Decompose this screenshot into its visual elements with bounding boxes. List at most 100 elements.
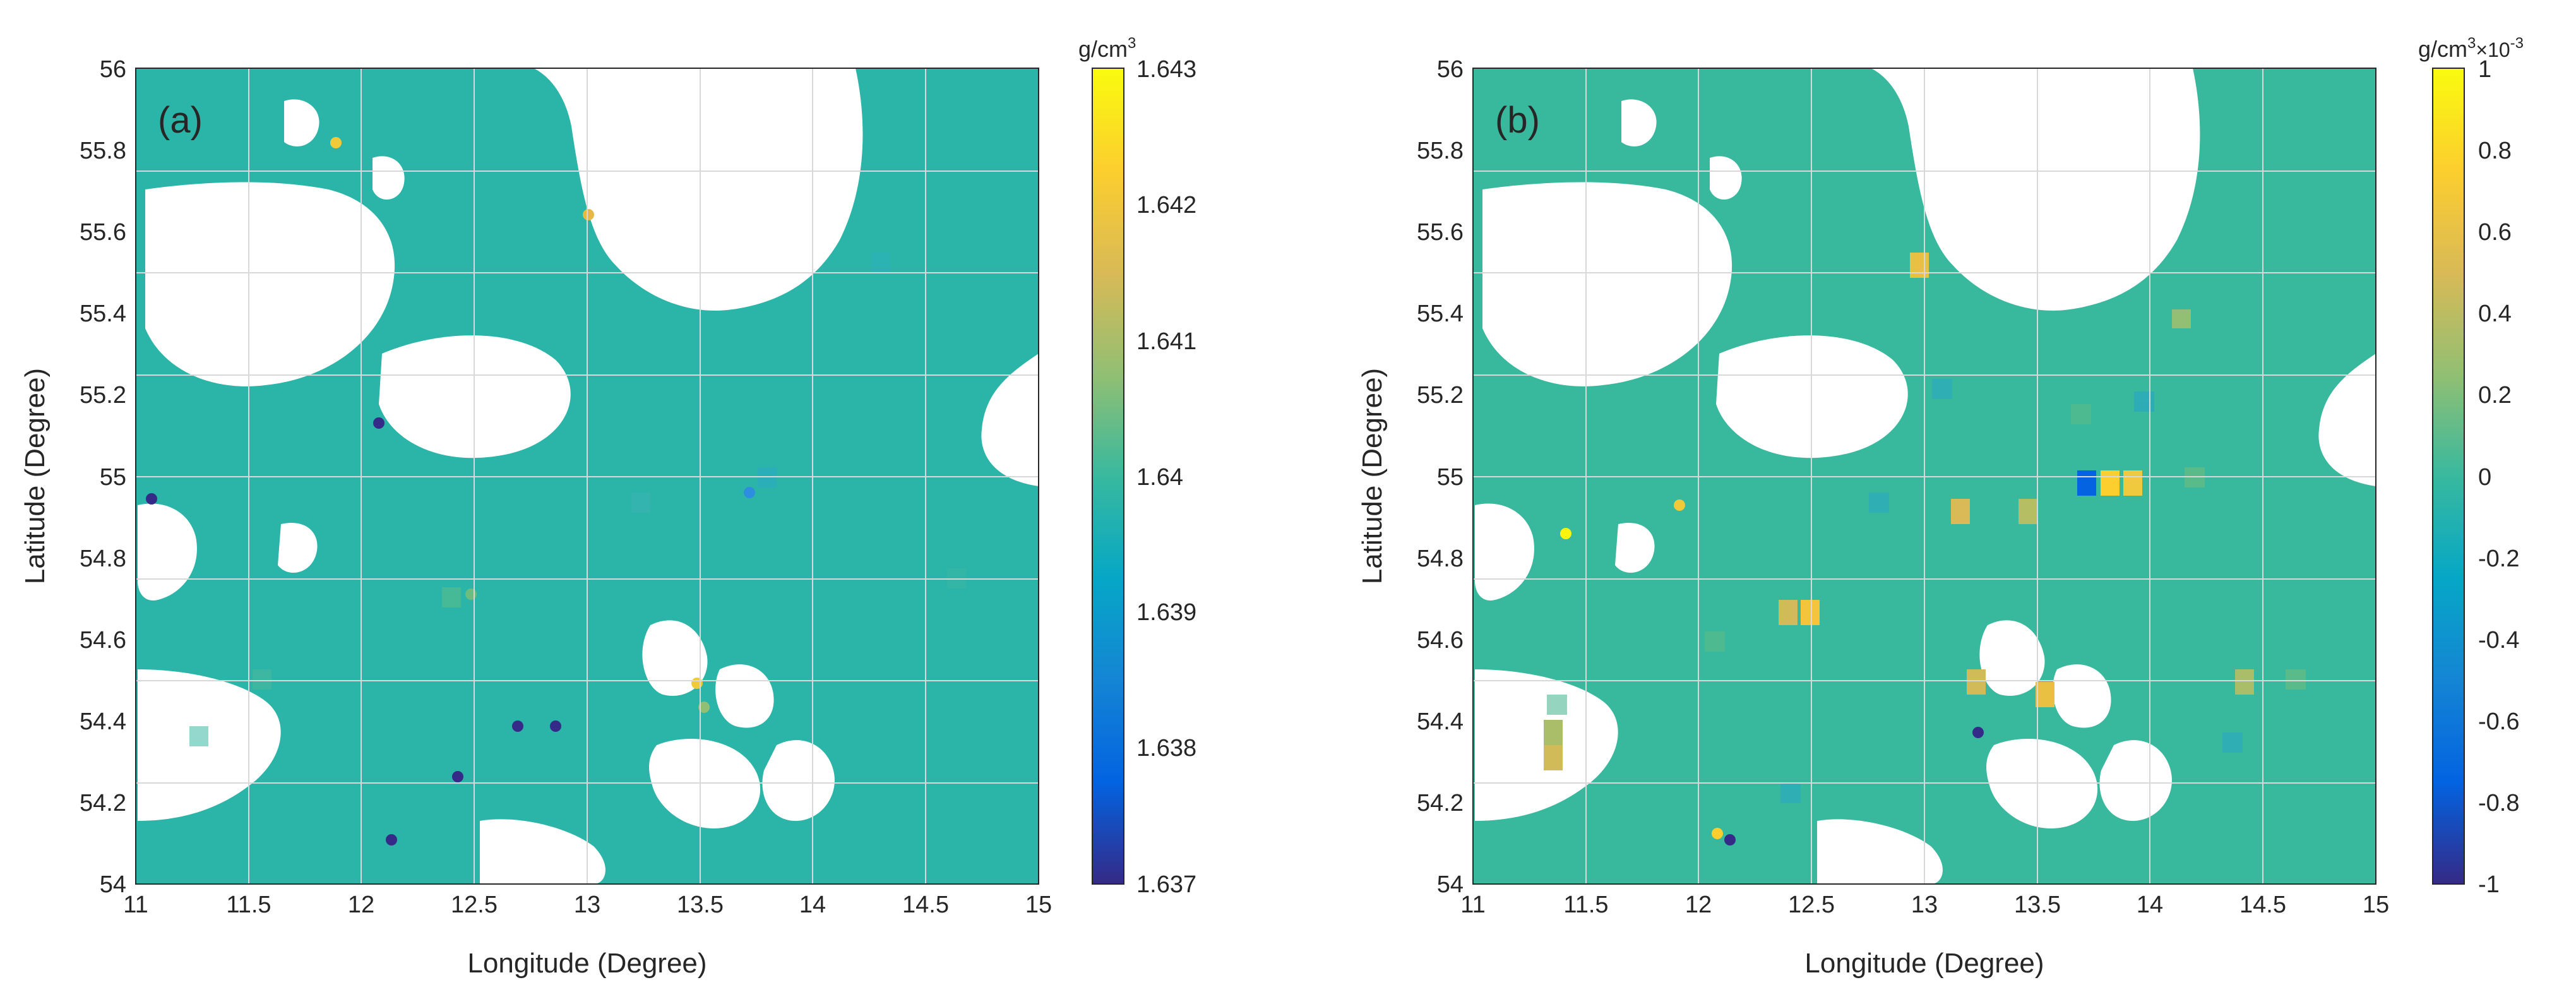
y-tick-label: 54.2 [1417, 790, 1464, 816]
cell-b-9 [1544, 720, 1563, 745]
x-tick-label: 11 [1460, 892, 1485, 918]
x-tick-label: 13 [574, 892, 600, 918]
x-tick-label: 12.5 [1788, 892, 1835, 918]
colorbar-tick-label: 0.8 [2478, 138, 2512, 164]
point-a-8 [373, 417, 385, 429]
point-a-11 [698, 702, 710, 713]
panel-b-colorbar-ticks: -1 -0.8 -0.6 -0.4 -0.2 0 0.2 0.4 0.6 0.8… [2478, 56, 2519, 898]
y-tick-label: 55.8 [1417, 138, 1464, 164]
cell-b-8 [1544, 745, 1563, 770]
colorbar-tick-label: 1.638 [1136, 735, 1196, 762]
panel-b-y-ticks: 54 54.2 54.4 54.6 54.8 55 55.2 55.4 55.6… [1417, 56, 1464, 898]
cell-b-11 [1967, 669, 1986, 695]
x-tick-label: 13 [1911, 892, 1938, 918]
cell-b-12 [1910, 253, 1929, 278]
point-b-18 [1560, 528, 1571, 539]
cell-b-7 [1779, 600, 1798, 625]
cell-b-15 [2172, 309, 2191, 328]
panel-b-label: (b) [1495, 100, 1540, 141]
x-tick-label: 13.5 [2014, 892, 2061, 918]
panel-a-x-ticks: 11 11.5 12 12.5 13 13.5 14 14.5 15 [123, 892, 1052, 918]
colorbar-tick-label: -1 [2478, 871, 2500, 898]
y-tick-label: 54.4 [80, 708, 126, 735]
colorbar-tick-label: 1.639 [1136, 599, 1196, 626]
colorbar-tick-label: -0.6 [2478, 708, 2519, 735]
colorbar-tick-label: -0.4 [2478, 627, 2519, 654]
panel-b: (b) 11 11.5 12 12.5 13 13.5 14 14.5 15 5… [1357, 35, 2524, 979]
point-b-14 [1724, 834, 1736, 846]
y-tick-label: 54 [100, 871, 126, 898]
y-tick-label: 56 [100, 56, 126, 83]
panel-a-land [138, 68, 1039, 884]
colorbar-tick-label: 0 [2478, 464, 2491, 491]
x-tick-label: 11 [123, 892, 148, 918]
panel-a-y-ticks: 54 54.2 54.4 54.6 54.8 55 55.2 55.4 55.6… [80, 56, 126, 898]
x-tick-label: 11.5 [226, 892, 271, 918]
colorbar-tick-label: 0.2 [2478, 382, 2512, 409]
point-a-7 [583, 209, 594, 220]
y-tick-label: 55.2 [80, 382, 126, 409]
x-tick-label: 14.5 [2239, 892, 2286, 918]
y-tick-label: 54.4 [1417, 708, 1464, 735]
cell-b-3 [2123, 470, 2142, 496]
x-tick-label: 15 [1025, 892, 1052, 918]
panel-a-colorbar: g/cm3 1.637 1.638 1.639 1.64 1.641 1.642… [1078, 35, 1196, 898]
point-a-3 [691, 678, 703, 689]
panel-a-y-axis-label: Latitude (Degree) [20, 368, 51, 584]
colorbar-tick-label: 0.4 [2478, 301, 2512, 327]
cell-b-4 [1951, 499, 1970, 524]
colorbar-tick-label: 1.641 [1136, 328, 1196, 355]
y-tick-label: 55.4 [80, 301, 126, 327]
y-tick-label: 54 [1437, 871, 1464, 898]
panel-a-notable-points [146, 137, 755, 846]
colorbar-tick-label: 1.643 [1136, 56, 1196, 83]
y-tick-label: 55.8 [80, 138, 126, 164]
x-tick-label: 11.5 [1563, 892, 1608, 918]
panel-a-colorbar-ticks: 1.637 1.638 1.639 1.64 1.641 1.642 1.643 [1136, 56, 1196, 898]
panel-a: (a) 11 11.5 12 12.5 13 13.5 14 14.5 15 5… [20, 35, 1196, 979]
point-b-19 [1674, 499, 1685, 511]
point-a-6 [550, 720, 561, 732]
y-tick-label: 55 [1437, 464, 1464, 491]
y-tick-label: 54.2 [80, 790, 126, 816]
colorbar-tick-label: 1.637 [1136, 871, 1196, 898]
panel-a-grid [136, 68, 1039, 884]
x-tick-label: 12 [1685, 892, 1712, 918]
y-tick-label: 55.4 [1417, 301, 1464, 327]
y-tick-label: 55 [100, 464, 126, 491]
x-tick-label: 14 [799, 892, 826, 918]
panel-b-colorbar-gradient [2432, 68, 2465, 885]
cell-b-16 [2235, 669, 2254, 695]
cell-b-10 [2036, 682, 2054, 707]
panel-a-label: (a) [158, 100, 203, 141]
point-b-13 [1712, 828, 1723, 839]
x-tick-label: 14.5 [902, 892, 949, 918]
colorbar-tick-label: 1 [2478, 56, 2491, 83]
point-a-1 [465, 589, 477, 600]
cell-b-6 [1801, 600, 1820, 625]
panel-a-axes-frame [135, 68, 1039, 885]
colorbar-tick-label: 0.6 [2478, 219, 2512, 246]
panel-b-x-axis-label: Longitude (Degree) [1804, 948, 2044, 979]
colorbar-tick-label: 1.642 [1136, 192, 1196, 218]
point-a-12 [386, 834, 397, 846]
colorbar-tick-label: -0.2 [2478, 546, 2519, 572]
x-tick-label: 12 [348, 892, 374, 918]
cell-b-1 [2077, 470, 2096, 496]
cell-b-2 [2101, 470, 2120, 496]
point-a-9 [146, 493, 157, 505]
y-tick-label: 55.2 [1417, 382, 1464, 409]
colorbar-tick-label: -0.8 [2478, 790, 2519, 816]
cell-b-5 [2018, 499, 2037, 524]
point-a-4 [452, 771, 463, 782]
panel-a-colorbar-unit: g/cm3 [1078, 35, 1136, 62]
colorbar-tick-label: 1.64 [1136, 464, 1183, 491]
panel-b-colorbar-unit: g/cm3×10-3 [2418, 35, 2524, 62]
point-a-10 [330, 137, 342, 148]
y-tick-label: 55.6 [1417, 219, 1464, 246]
y-tick-label: 54.6 [1417, 627, 1464, 654]
panel-b-y-axis-label: Latitude (Degree) [1357, 368, 1388, 584]
panel-a-colorbar-gradient [1092, 68, 1124, 885]
y-tick-label: 54.8 [80, 546, 126, 572]
